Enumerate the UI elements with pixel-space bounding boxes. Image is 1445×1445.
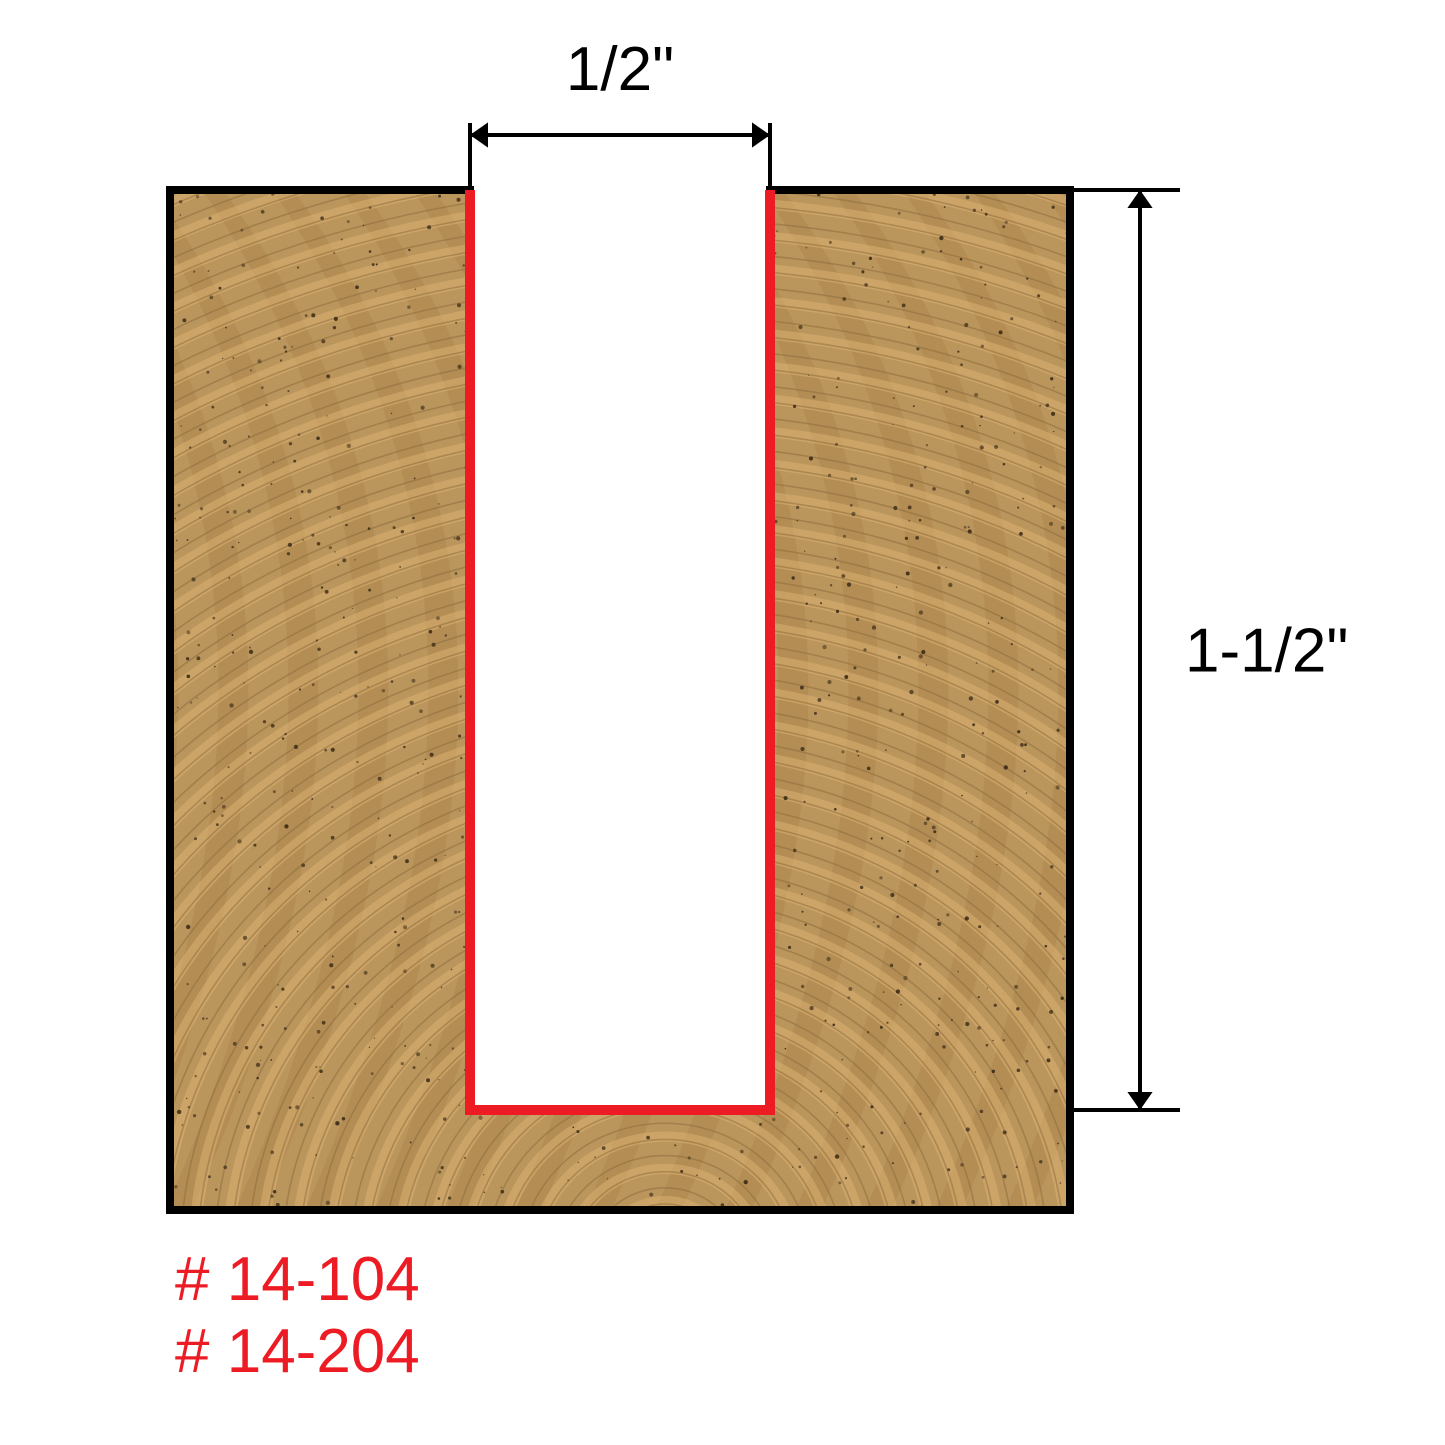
cut-profile xyxy=(470,190,770,1110)
dimension-width: 1/2" xyxy=(470,35,770,188)
part-number-1: # 14-104 xyxy=(175,1245,420,1314)
wood-cross-section xyxy=(170,190,1070,1210)
part-numbers: # 14-104# 14-204 xyxy=(175,1245,420,1386)
part-number-2: # 14-204 xyxy=(175,1317,420,1386)
dimension-height: 1-1/2" xyxy=(1072,190,1348,1110)
dimension-height-label: 1-1/2" xyxy=(1185,617,1348,686)
dimension-width-label: 1/2" xyxy=(566,35,674,104)
